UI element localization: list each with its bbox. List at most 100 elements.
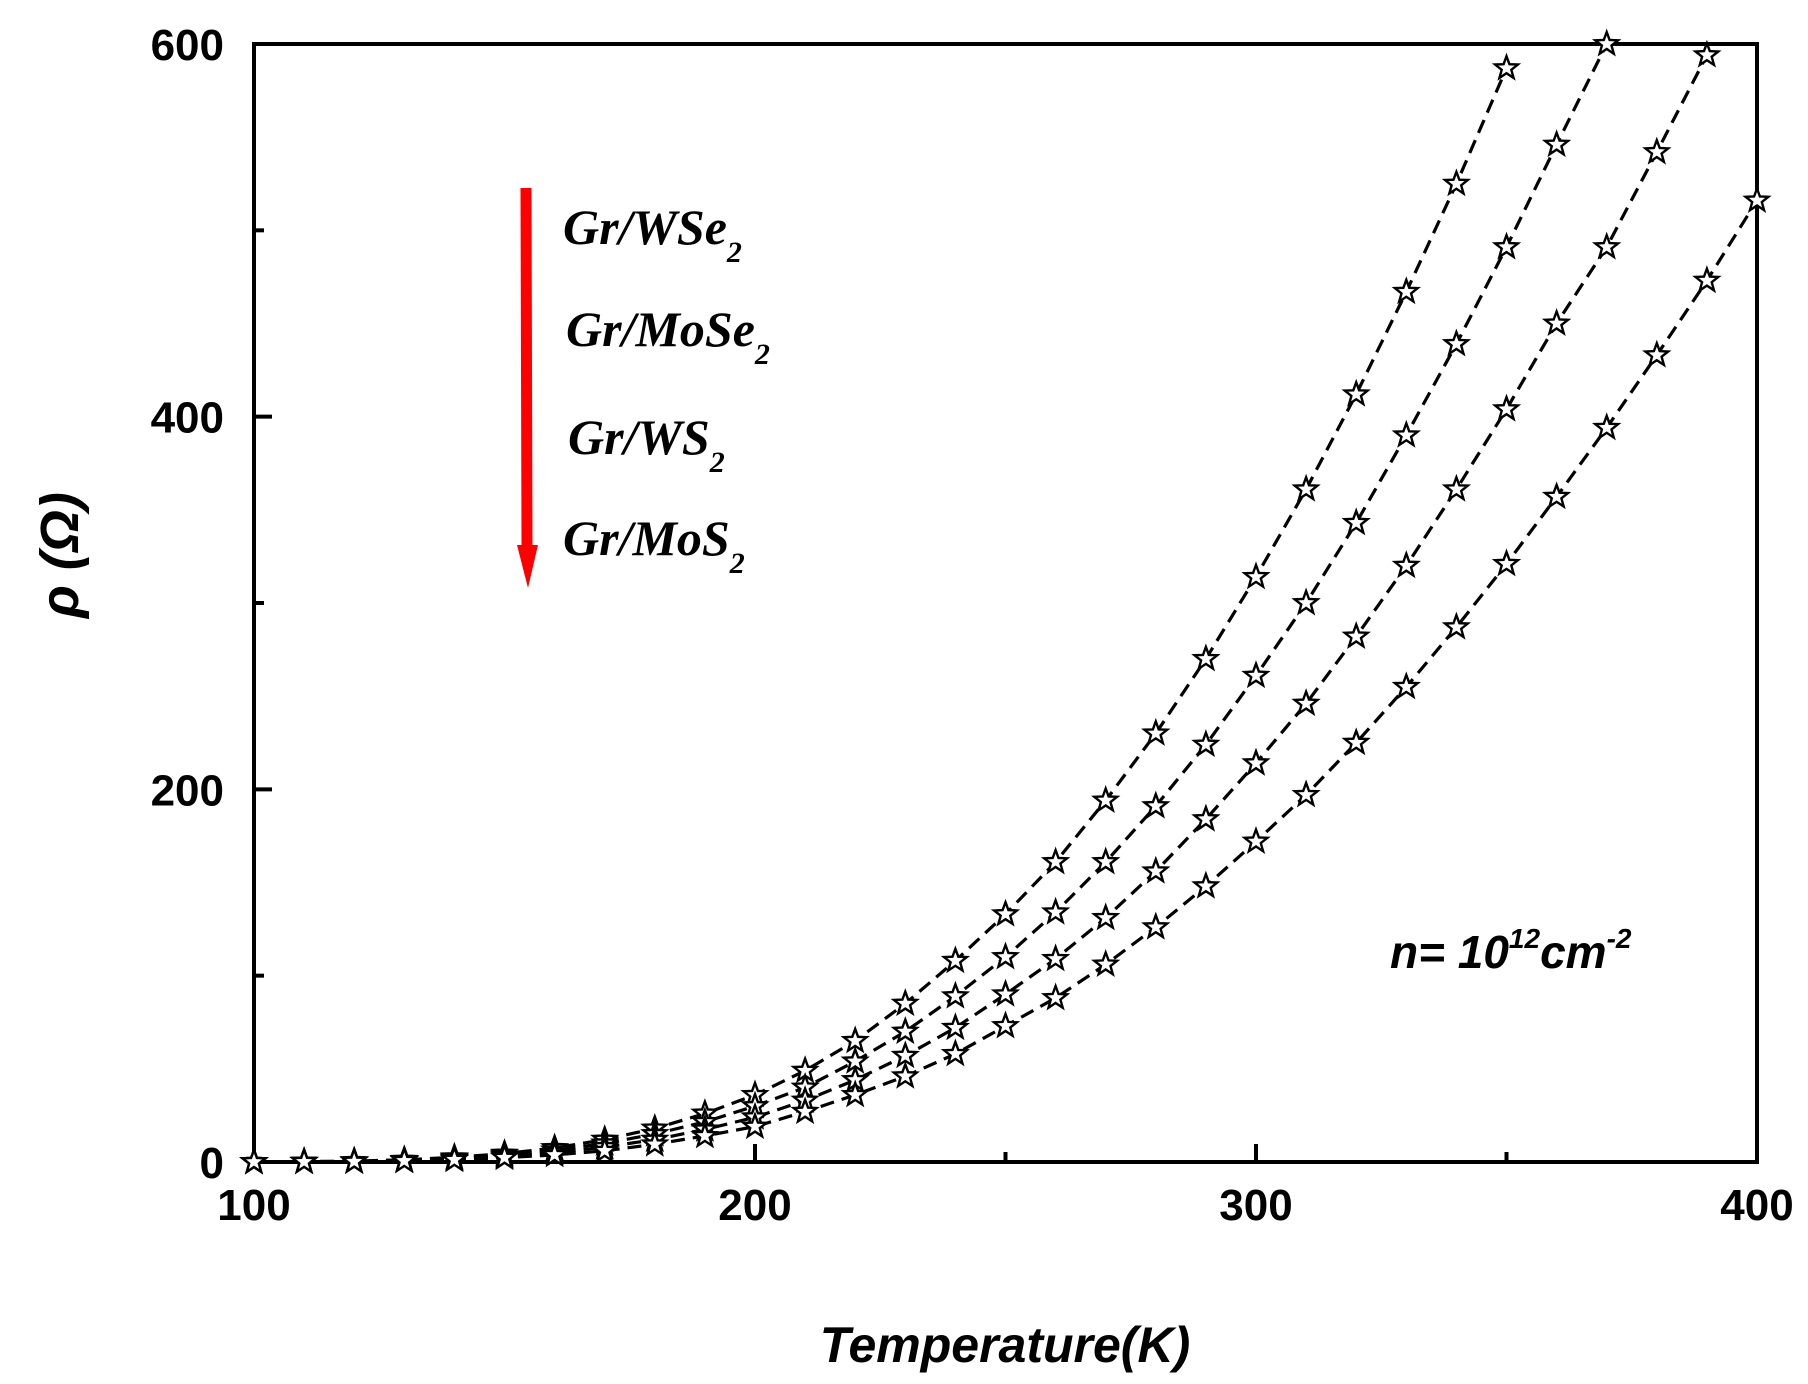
legend-entry-mos2: Gr/MoS2 <box>563 510 745 580</box>
data-point-gr-wse2 <box>940 945 971 974</box>
data-point-gr-ws2 <box>1090 902 1121 931</box>
series-markers <box>239 28 1772 1175</box>
data-point-gr-mose2 <box>1491 231 1522 260</box>
data-point-gr-wse2 <box>1291 473 1321 502</box>
data-point-gr-mos2 <box>1692 265 1722 294</box>
data-point-gr-ws2 <box>1491 393 1522 422</box>
annotation-exp1: 12 <box>1509 923 1541 954</box>
y-tick-label: 400 <box>151 394 224 443</box>
y-axis-title: ρ (Ω) <box>30 492 90 620</box>
data-point-gr-mos2 <box>1541 481 1572 510</box>
data-point-gr-wse2 <box>1441 168 1472 197</box>
legend-entry-mos2-main: Gr/MoS <box>563 510 730 566</box>
carrier-density-annotation: n= 1012cm-2 <box>1390 923 1632 978</box>
legend-entry-wse2-sub: 2 <box>726 236 742 269</box>
series-line-gr-mose2 <box>253 43 1609 1164</box>
data-point-gr-mos2 <box>1742 184 1772 213</box>
legend-entry-mose2-main: Gr/MoSe <box>566 301 755 357</box>
data-point-gr-wse2 <box>840 1025 870 1054</box>
annotation-exp2: -2 <box>1607 923 1632 954</box>
legend-entry-mose2-sub: 2 <box>754 338 770 371</box>
y-tick-label: 600 <box>151 21 224 70</box>
legend-entry-mose2: Gr/MoSe2 <box>566 301 770 371</box>
data-point-gr-ws2 <box>1692 39 1722 68</box>
data-point-gr-mose2 <box>1141 790 1171 819</box>
legend-arrow-head <box>517 545 538 588</box>
data-point-gr-mose2 <box>890 1016 920 1045</box>
data-point-gr-wse2 <box>1491 52 1522 81</box>
data-point-gr-ws2 <box>1541 307 1572 336</box>
data-point-gr-mos2 <box>1191 870 1221 899</box>
data-point-gr-ws2 <box>990 978 1021 1007</box>
legend-entry-ws2-sub: 2 <box>709 446 725 479</box>
legend-arrow-shaft <box>520 187 533 546</box>
legend-arrow <box>517 187 538 588</box>
data-point-gr-wse2 <box>1191 643 1221 672</box>
data-point-gr-ws2 <box>1291 688 1321 717</box>
data-point-gr-mose2 <box>1241 660 1271 689</box>
data-point-gr-ws2 <box>1391 550 1421 579</box>
data-point-gr-mos2 <box>1491 548 1522 577</box>
data-point-gr-mose2 <box>1191 729 1221 758</box>
data-point-gr-mose2 <box>990 941 1021 970</box>
data-point-gr-mose2 <box>1291 587 1321 616</box>
data-point-gr-mose2 <box>1341 507 1371 536</box>
data-point-gr-wse2 <box>1241 561 1271 590</box>
legend-entry-wse2-main: Gr/WSe <box>563 199 727 255</box>
data-point-gr-mos2 <box>1391 671 1421 700</box>
x-tick-label: 400 <box>1720 1181 1793 1230</box>
data-point-gr-mos2 <box>1642 339 1672 368</box>
legend-entry-ws2: Gr/WS2 <box>568 409 725 479</box>
data-point-gr-mos2 <box>339 1146 369 1175</box>
data-point-gr-ws2 <box>1591 231 1622 260</box>
data-point-gr-mos2 <box>790 1096 820 1125</box>
data-point-gr-mos2 <box>740 1111 770 1140</box>
data-point-gr-wse2 <box>1040 846 1071 875</box>
data-point-gr-ws2 <box>940 1012 971 1041</box>
data-point-gr-ws2 <box>1141 855 1171 884</box>
data-point-gr-ws2 <box>890 1040 920 1069</box>
x-tick-label: 300 <box>1219 1181 1292 1230</box>
x-tick-label: 100 <box>217 1181 290 1230</box>
x-axis-title: Temperature(K) <box>820 1317 1190 1373</box>
data-point-gr-ws2 <box>1341 620 1371 649</box>
data-point-gr-mos2 <box>1040 982 1071 1011</box>
annotation-n: n= 10 <box>1390 926 1509 978</box>
data-point-gr-mos2 <box>1091 949 1121 977</box>
data-point-gr-mos2 <box>1241 825 1271 854</box>
data-point-gr-wse2 <box>1141 717 1171 746</box>
series-line-gr-ws2 <box>253 54 1709 1164</box>
data-point-gr-mose2 <box>1541 129 1572 158</box>
data-point-gr-mose2 <box>1040 896 1071 925</box>
data-point-gr-mos2 <box>940 1038 971 1067</box>
data-point-gr-ws2 <box>1191 803 1221 832</box>
data-point-gr-wse2 <box>1091 784 1121 813</box>
legend-entry-mos2-sub: 2 <box>729 547 745 580</box>
data-point-gr-ws2 <box>1241 747 1271 776</box>
data-point-gr-wse2 <box>1341 378 1371 407</box>
x-tick-label: 200 <box>718 1181 791 1230</box>
legend: Gr/WSe2 Gr/MoSe2 Gr/WS2 Gr/MoS2 <box>563 199 770 580</box>
data-point-gr-mos2 <box>289 1146 319 1175</box>
data-point-gr-ws2 <box>1441 473 1472 502</box>
data-point-gr-mos2 <box>439 1144 470 1173</box>
data-point-gr-mos2 <box>690 1120 720 1149</box>
data-point-gr-mos2 <box>1291 779 1321 808</box>
data-point-gr-mose2 <box>940 980 971 1009</box>
legend-entry-wse2: Gr/WSe2 <box>563 199 742 269</box>
annotation-unit: cm <box>1540 926 1606 978</box>
data-point-gr-mose2 <box>1391 419 1422 448</box>
data-point-gr-mos2 <box>539 1139 570 1168</box>
y-tick-label: 0 <box>200 1139 224 1188</box>
axis-ticks: 100 200 300 400 0 200 400 600 <box>151 21 1794 1230</box>
legend-entry-ws2-main: Gr/WS <box>568 409 710 465</box>
data-point-gr-mos2 <box>1141 911 1171 940</box>
data-point-gr-mose2 <box>1441 328 1472 357</box>
series-line-gr-wse2 <box>253 67 1508 1164</box>
data-point-gr-mos2 <box>1592 412 1622 441</box>
data-point-gr-ws2 <box>1040 943 1071 972</box>
data-point-gr-ws2 <box>1642 136 1672 165</box>
data-point-gr-mos2 <box>890 1060 920 1089</box>
data-point-gr-wse2 <box>890 988 920 1017</box>
